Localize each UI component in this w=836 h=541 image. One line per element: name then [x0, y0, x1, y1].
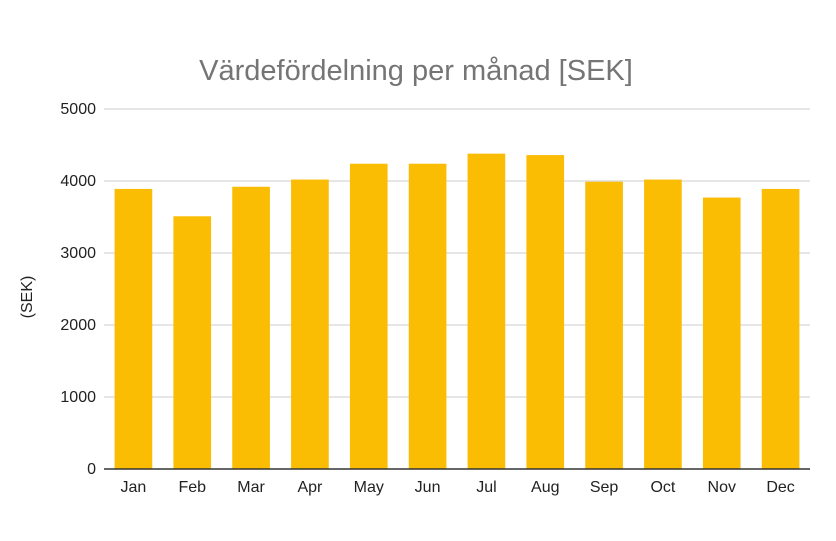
x-tick-label: Nov	[708, 479, 736, 496]
x-tick-label: Jul	[476, 479, 496, 496]
y-tick-label: 4000	[60, 173, 96, 190]
y-axis-ticks: 0 1000 2000 3000 4000 5000	[60, 101, 96, 478]
bars	[114, 153, 800, 470]
x-tick-label: Dec	[766, 479, 794, 496]
y-tick-label: 2000	[60, 317, 96, 334]
y-tick-label: 0	[87, 461, 96, 478]
x-tick-label: Jan	[121, 479, 147, 496]
chart-title: Värdefördelning per månad [SEK]	[199, 55, 633, 87]
x-tick-label: Oct	[650, 479, 675, 496]
bar-jul	[467, 153, 506, 469]
gridlines	[104, 108, 810, 398]
x-tick-label: Sep	[590, 479, 619, 496]
y-tick-label: 3000	[60, 245, 96, 262]
bar-feb	[173, 216, 212, 469]
bar-may	[349, 163, 388, 469]
bar-jan	[114, 188, 153, 470]
bar-oct	[644, 179, 682, 469]
x-tick-label: Apr	[297, 479, 323, 496]
x-tick-label: May	[354, 479, 384, 496]
x-tick-label: Jun	[415, 479, 441, 496]
bar-mar	[232, 186, 270, 469]
bar-dec	[761, 188, 800, 470]
bar-aug	[526, 155, 565, 469]
x-tick-label: Aug	[531, 479, 559, 496]
x-tick-label: Mar	[237, 479, 265, 496]
bar-sep	[585, 181, 623, 469]
bar-nov	[702, 197, 741, 469]
x-axis-ticks: Jan Feb Mar Apr May Jun Jul Aug Sep Oct Nov Dec	[121, 479, 795, 496]
y-tick-label: 1000	[60, 389, 96, 406]
bar-apr	[291, 179, 329, 469]
y-tick-label: 5000	[60, 101, 96, 118]
x-tick-label: Feb	[178, 479, 206, 496]
bar-jun	[408, 163, 447, 469]
y-axis-label: (SEK)	[19, 276, 36, 319]
